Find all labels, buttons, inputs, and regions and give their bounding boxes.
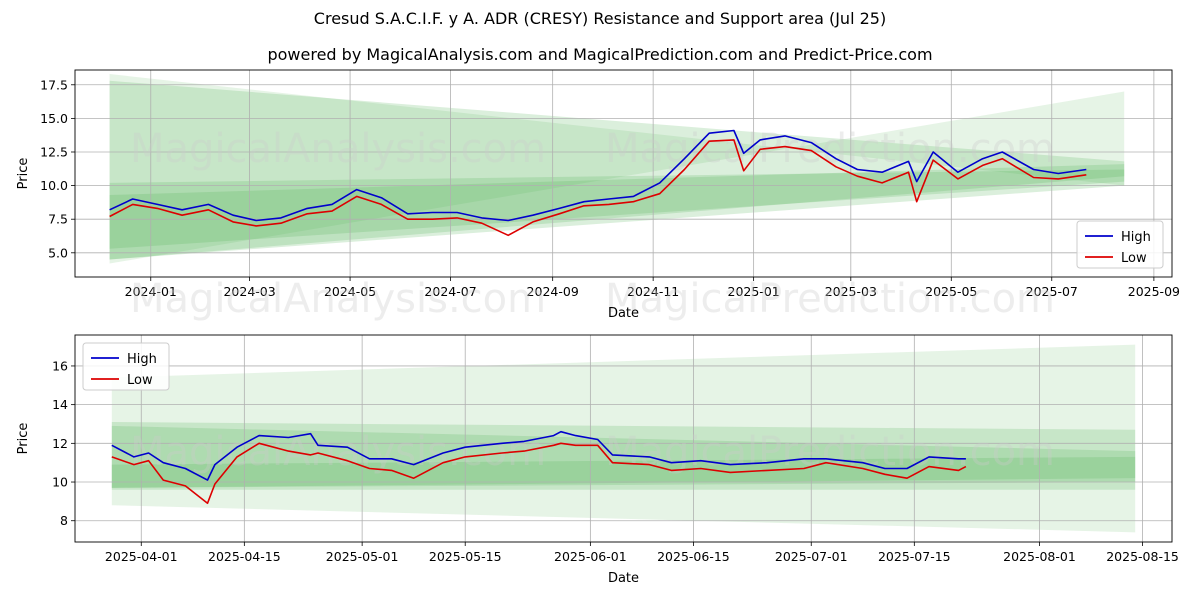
support-resistance-band bbox=[109, 169, 1125, 249]
legend-label-low: Low bbox=[1121, 251, 1147, 266]
series-line-high bbox=[111, 430, 966, 481]
x-tick-label: 2025-09 bbox=[1128, 284, 1180, 299]
watermark-text: MagicalAnalysis.com bbox=[130, 126, 546, 172]
y-tick-label: 12.5 bbox=[40, 144, 68, 159]
watermark-text: MagicalPrediction.com bbox=[605, 276, 1055, 322]
x-tick-label: 2025-05 bbox=[925, 284, 977, 299]
series-line-low bbox=[109, 139, 1087, 237]
x-tick-label: 2025-01 bbox=[728, 284, 780, 299]
y-axis-label: Price bbox=[16, 423, 31, 455]
legend: High Low bbox=[1076, 220, 1164, 269]
chart-panel-2: 2025-04-01 2025-04-15 2025-05-01 2025-05-15… bbox=[16, 334, 1179, 586]
support-resistance-band bbox=[109, 80, 1125, 260]
x-tick-label: 2025-07 bbox=[1026, 284, 1078, 299]
series-line-high bbox=[109, 129, 1087, 222]
x-tick-label: 2025-07-15 bbox=[878, 549, 951, 564]
support-resistance-band bbox=[109, 164, 1125, 260]
watermark-text: MagicalAnalysis.com bbox=[130, 276, 546, 322]
y-tick-label: 7.5 bbox=[48, 212, 68, 227]
plot-frame bbox=[74, 334, 1173, 543]
x-tick-label: 2024-09 bbox=[527, 284, 579, 299]
y-tick-label: 10 bbox=[52, 475, 68, 490]
x-tick-label: 2025-05-15 bbox=[429, 549, 502, 564]
series-line-low bbox=[111, 442, 967, 505]
x-tick-label: 2025-08-15 bbox=[1106, 549, 1179, 564]
support-resistance-band bbox=[111, 344, 1136, 533]
watermark-text: MagicalPrediction.com bbox=[605, 429, 1055, 475]
x-tick-label: 2025-06-15 bbox=[657, 549, 730, 564]
support-resistance-band bbox=[111, 456, 1136, 488]
legend-label-high: High bbox=[127, 352, 157, 367]
y-tick-label: 12 bbox=[52, 436, 68, 451]
x-tick-label: 2025-04-01 bbox=[105, 549, 178, 564]
x-tick-label: 2024-11 bbox=[627, 284, 679, 299]
x-tick-label: 2025-05-01 bbox=[326, 549, 399, 564]
x-tick-label: 2024-07 bbox=[424, 284, 476, 299]
watermark-text: MagicalAnalysis.com bbox=[130, 429, 546, 475]
legend-label-low: Low bbox=[127, 373, 153, 388]
y-tick-label: 14 bbox=[52, 397, 68, 412]
y-axis-label: Price bbox=[16, 158, 31, 190]
y-tick-label: 17.5 bbox=[40, 77, 68, 92]
x-axis-label: Date bbox=[608, 571, 639, 586]
chart-title: Cresud S.A.C.I.F. y A. ADR (CRESY) Resis… bbox=[313, 9, 887, 28]
legend-label-high: High bbox=[1121, 230, 1151, 245]
plot-frame bbox=[74, 69, 1173, 278]
y-tick-label: 5.0 bbox=[48, 245, 68, 260]
x-tick-label: 2024-05 bbox=[324, 284, 376, 299]
x-tick-label: 2024-03 bbox=[223, 284, 275, 299]
y-tick-label: 15.0 bbox=[40, 111, 68, 126]
y-tick-label: 16 bbox=[52, 358, 68, 373]
x-tick-label: 2024-01 bbox=[125, 284, 177, 299]
x-tick-label: 2025-06-01 bbox=[554, 549, 627, 564]
y-tick-label: 8 bbox=[60, 513, 68, 528]
x-tick-label: 2025-08-01 bbox=[1003, 549, 1076, 564]
support-resistance-band bbox=[109, 74, 1125, 264]
x-tick-label: 2025-07-01 bbox=[775, 549, 848, 564]
chart-panel-1: 2024-01 2024-03 2024-05 2024-07 2024-09 2024-… bbox=[16, 69, 1180, 322]
x-tick-label: 2025-03 bbox=[825, 284, 877, 299]
x-axis-label: Date bbox=[608, 306, 639, 321]
watermark-text: MagicalPrediction.com bbox=[605, 126, 1055, 172]
x-tick-label: 2025-04-15 bbox=[208, 549, 281, 564]
chart-subtitle: powered by MagicalAnalysis.com and Magic… bbox=[267, 45, 933, 64]
y-tick-label: 10.0 bbox=[40, 178, 68, 193]
legend: High Low bbox=[82, 342, 170, 391]
